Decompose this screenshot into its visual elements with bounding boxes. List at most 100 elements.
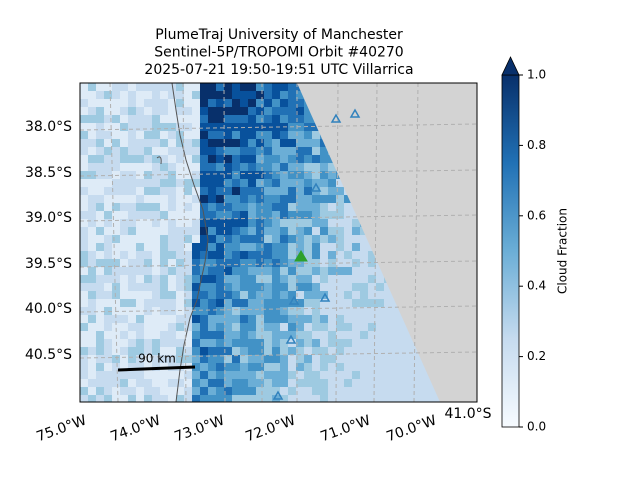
pixel (144, 179, 152, 187)
pixel (160, 243, 168, 251)
pixel (368, 331, 376, 339)
pixel (264, 323, 272, 331)
pixel (152, 299, 160, 307)
pixel (264, 267, 272, 275)
map-frame (79, 82, 478, 403)
pixel (240, 227, 248, 235)
lat-label: 40.0°S (25, 301, 72, 317)
pixel (256, 219, 264, 227)
pixel (88, 323, 96, 331)
pixel (120, 251, 128, 259)
pixel (288, 275, 296, 283)
pixel (240, 243, 248, 251)
pixel (320, 187, 328, 195)
pixel (112, 323, 120, 331)
pixel (152, 211, 160, 219)
pixel (384, 355, 392, 363)
pixel (104, 299, 112, 307)
pixel (136, 83, 144, 91)
pixel (184, 211, 192, 219)
pixel (272, 251, 280, 259)
pixel (168, 315, 176, 323)
pixel (240, 355, 248, 363)
pixel (312, 131, 320, 139)
pixel (184, 83, 192, 91)
pixel (208, 267, 216, 275)
pixel (104, 323, 112, 331)
pixel (168, 203, 176, 211)
pixel (312, 163, 320, 171)
pixel (168, 251, 176, 259)
pixel (120, 227, 128, 235)
pixel (352, 371, 360, 379)
pixel (80, 387, 88, 395)
pixel (248, 115, 256, 123)
pixel (88, 139, 96, 147)
pixel (280, 363, 288, 371)
pixel (304, 387, 312, 395)
pixel (160, 395, 168, 402)
pixel (208, 147, 216, 155)
pixel (328, 331, 336, 339)
pixel (160, 163, 168, 171)
pixel (88, 347, 96, 355)
pixel (136, 115, 144, 123)
pixel (128, 235, 136, 243)
pixel (112, 179, 120, 187)
pixel (216, 387, 224, 395)
pixel (288, 227, 296, 235)
pixel (232, 147, 240, 155)
pixel (248, 123, 256, 131)
pixel (256, 115, 264, 123)
pixel (304, 283, 312, 291)
pixel (240, 139, 248, 147)
pixel (104, 203, 112, 211)
pixel (136, 219, 144, 227)
pixel (224, 331, 232, 339)
pixel (80, 163, 88, 171)
pixel (136, 363, 144, 371)
pixel (136, 355, 144, 363)
pixel (256, 243, 264, 251)
pixel (216, 187, 224, 195)
pixel (104, 387, 112, 395)
pixel (248, 99, 256, 107)
pixel (416, 355, 424, 363)
pixel (352, 275, 360, 283)
pixel (184, 251, 192, 259)
pixel (104, 171, 112, 179)
pixel (272, 347, 280, 355)
pixel (208, 307, 216, 315)
pixel (96, 323, 104, 331)
pixel (144, 315, 152, 323)
pixel (200, 275, 208, 283)
pixel (280, 131, 288, 139)
pixel (88, 219, 96, 227)
pixel (152, 395, 160, 402)
pixel (176, 171, 184, 179)
pixel (352, 299, 360, 307)
pixel (144, 251, 152, 259)
pixel (288, 91, 296, 99)
pixel (144, 371, 152, 379)
pixel (96, 339, 104, 347)
pixel (88, 355, 96, 363)
pixel (192, 339, 200, 347)
pixel (120, 363, 128, 371)
pixel (400, 395, 408, 402)
pixel (240, 163, 248, 171)
pixel (344, 379, 352, 387)
pixel (120, 283, 128, 291)
pixel (304, 299, 312, 307)
pixel (208, 315, 216, 323)
pixel (320, 347, 328, 355)
pixel (104, 331, 112, 339)
pixel (192, 115, 200, 123)
pixel (176, 387, 184, 395)
pixel (240, 379, 248, 387)
pixel (216, 355, 224, 363)
pixel (256, 275, 264, 283)
pixel (376, 291, 384, 299)
pixel (168, 395, 176, 402)
pixel (176, 163, 184, 171)
